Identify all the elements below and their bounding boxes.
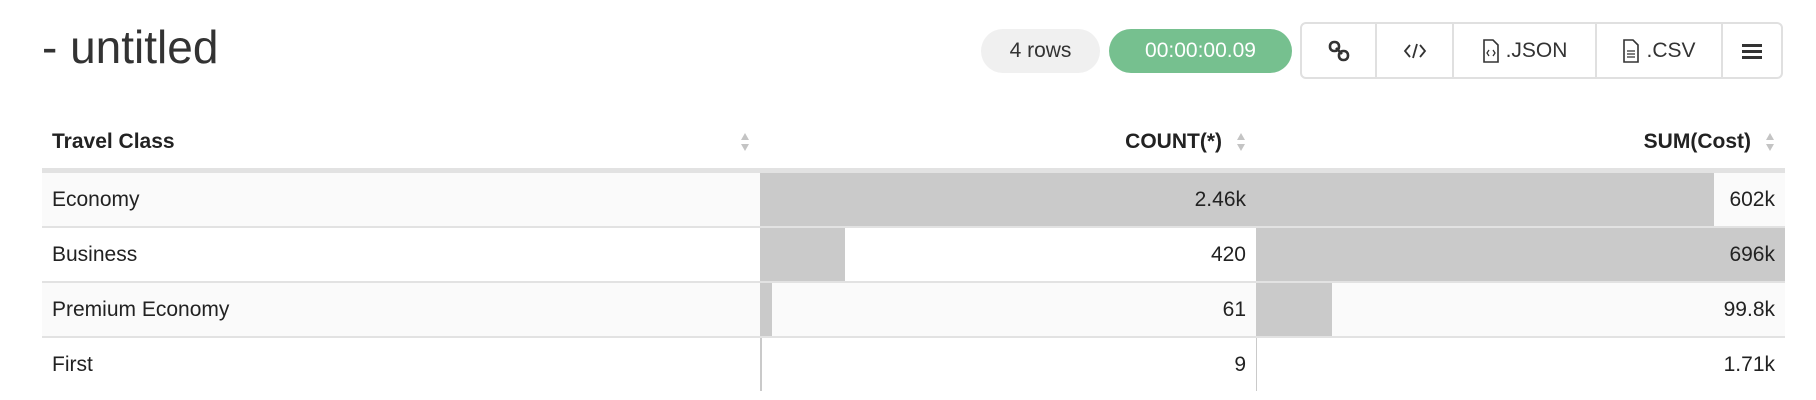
sum-bar bbox=[1256, 228, 1785, 281]
export-json-label: .JSON bbox=[1505, 38, 1568, 62]
cell-travel-class: First bbox=[52, 352, 93, 376]
table-row: Economy 2.46k 602k bbox=[42, 170, 1785, 228]
sort-icon[interactable] bbox=[1765, 132, 1775, 152]
page-title: - untitled bbox=[42, 21, 219, 73]
link-icon bbox=[1328, 40, 1349, 61]
toolbar: .JSON .CSV bbox=[1300, 22, 1783, 79]
code-icon bbox=[1403, 43, 1426, 58]
row-count-badge: 4 rows bbox=[981, 29, 1100, 73]
sum-bar bbox=[1256, 173, 1714, 226]
count-bar bbox=[760, 283, 773, 336]
cell-sum-cost: 696k bbox=[1256, 227, 1785, 283]
cell-sum-cost: 602k bbox=[1256, 170, 1785, 228]
sort-icon[interactable] bbox=[1236, 132, 1246, 152]
copy-link-button[interactable] bbox=[1302, 24, 1377, 77]
sum-bar bbox=[1256, 283, 1332, 336]
cell-count: 2.46k bbox=[760, 170, 1256, 228]
menu-button[interactable] bbox=[1723, 24, 1781, 77]
table-row: First 9 1.71k bbox=[42, 337, 1785, 391]
cell-travel-class: Premium Economy bbox=[42, 282, 760, 338]
column-header-sum-cost[interactable]: SUM(Cost) bbox=[1256, 116, 1785, 173]
column-header-travel-class[interactable]: Travel Class bbox=[42, 116, 760, 173]
json-file-icon bbox=[1482, 38, 1499, 63]
sort-icon[interactable] bbox=[740, 132, 750, 152]
cell-count: 420 bbox=[760, 227, 1256, 283]
cell-count: 61 bbox=[760, 282, 1256, 338]
embed-code-button[interactable] bbox=[1377, 24, 1454, 77]
column-header-count[interactable]: COUNT(*) bbox=[760, 116, 1256, 173]
table-row: Premium Economy 61 99.8k bbox=[42, 282, 1785, 338]
table-header-row: Travel Class COUNT(*) SUM(Cost) bbox=[42, 116, 1785, 173]
results-table: Travel Class COUNT(*) SUM(Cost) Economy 2… bbox=[42, 116, 1785, 391]
cell-travel-class: Economy bbox=[42, 170, 760, 228]
elapsed-time-badge: 00:00:00.09 bbox=[1109, 29, 1292, 73]
table-row: Business 420 696k bbox=[42, 227, 1785, 283]
menu-icon bbox=[1742, 43, 1762, 59]
cell-sum-cost: 99.8k bbox=[1256, 282, 1785, 338]
export-csv-button[interactable]: .CSV bbox=[1597, 24, 1723, 77]
export-json-button[interactable]: .JSON bbox=[1454, 24, 1597, 77]
sum-bar bbox=[1256, 338, 1258, 391]
csv-file-icon bbox=[1623, 38, 1640, 63]
cell-travel-class: Business bbox=[42, 227, 760, 283]
count-bar bbox=[760, 173, 1256, 226]
cell-sum-cost: 1.71k bbox=[1256, 337, 1785, 391]
count-bar bbox=[760, 338, 762, 391]
cell-count: 9 bbox=[760, 337, 1256, 391]
count-bar bbox=[760, 228, 845, 281]
export-csv-label: .CSV bbox=[1646, 38, 1696, 62]
